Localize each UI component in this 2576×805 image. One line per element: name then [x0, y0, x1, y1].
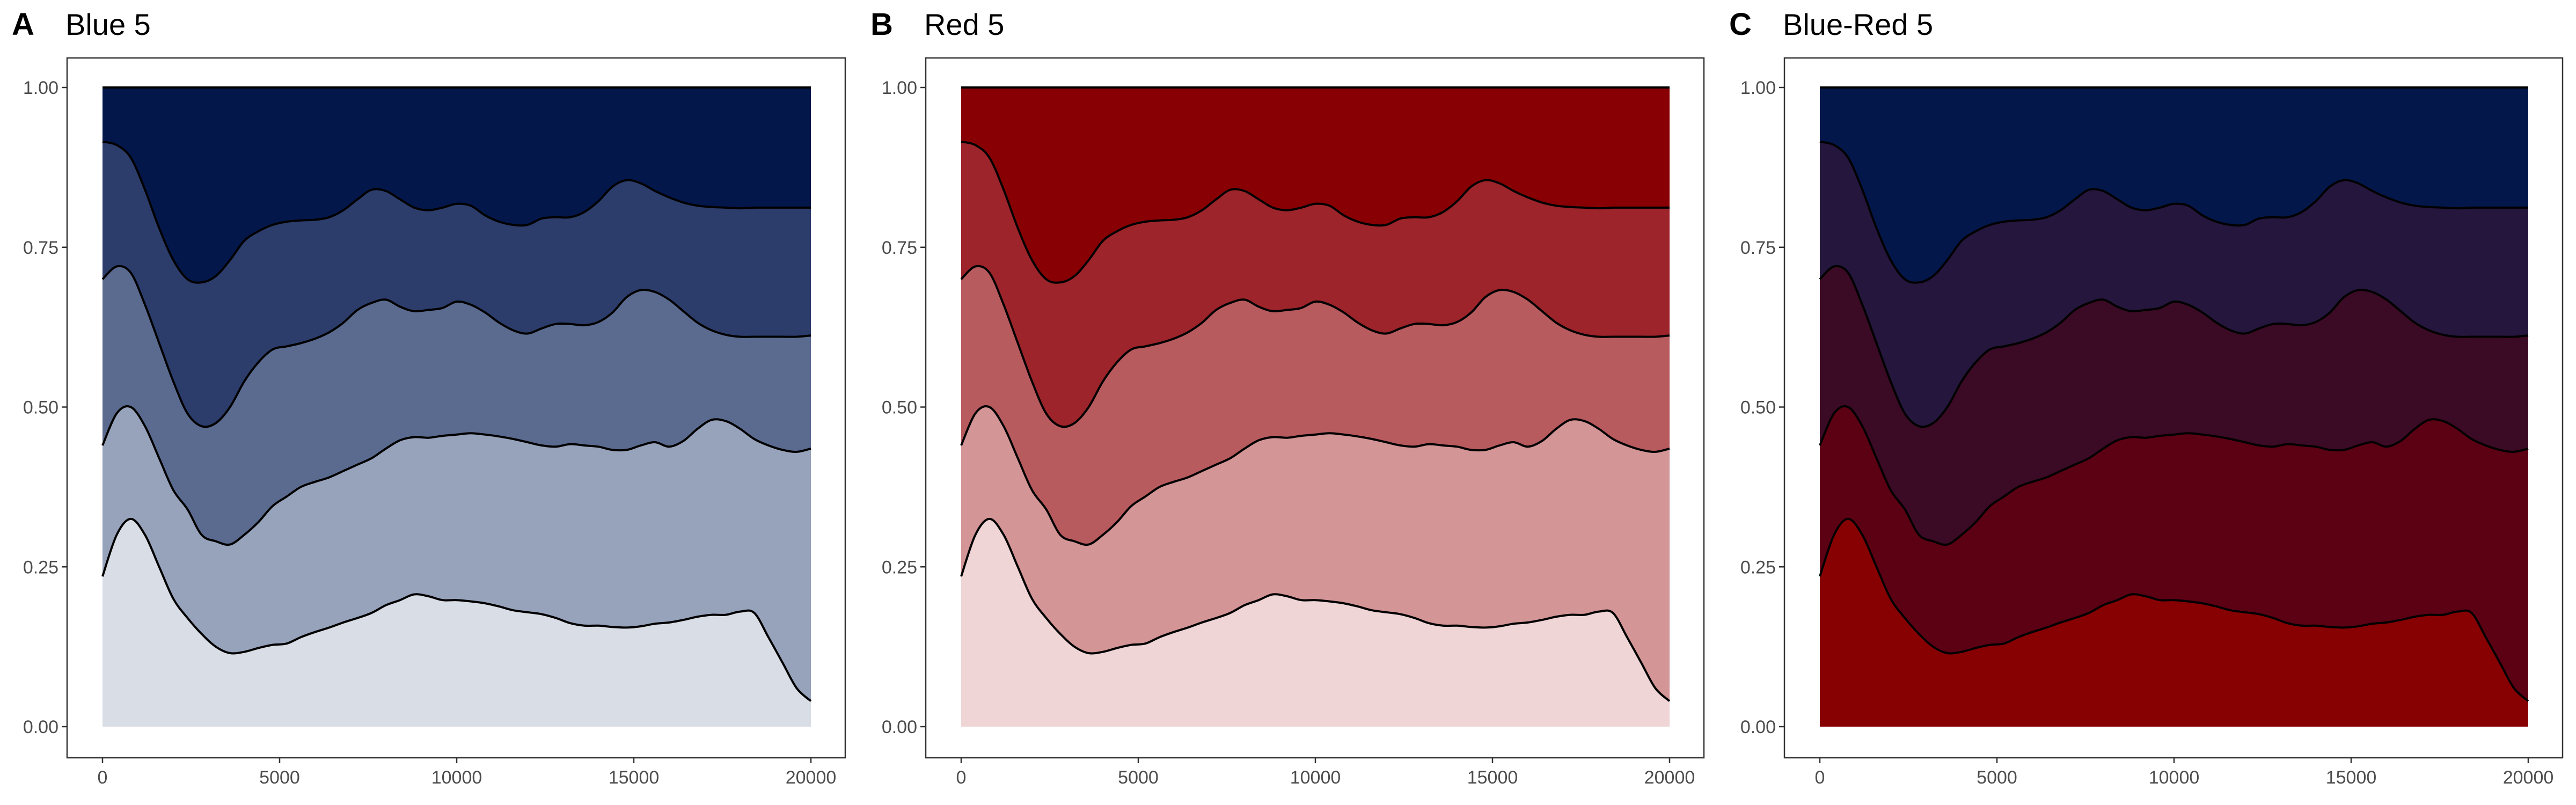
area-band-4 — [103, 142, 811, 427]
y-tick-label: 0.00 — [1740, 717, 1776, 737]
boundary-line-3 — [960, 265, 1670, 428]
boundary-line-4 — [961, 141, 1670, 284]
panel-a-letter: A — [12, 7, 34, 42]
x-tick-label: 15000 — [1467, 767, 1518, 788]
area-band-4 — [961, 142, 1670, 427]
x-tick-label: 5000 — [1977, 767, 2017, 788]
panel-c: C Blue-Red 5 0.00 0.25 0.50 0.75 1.00 0 5000 10… — [1729, 7, 2564, 788]
area-band-2 — [961, 406, 1670, 701]
panel-a-plot: 0.00 0.25 0.50 0.75 1.00 0 5000 10000 15000 20000 — [23, 57, 846, 788]
x-tick-label: 20000 — [1644, 767, 1695, 788]
x-tick-label: 0 — [956, 767, 967, 788]
area-band-3 — [103, 266, 811, 545]
area-band-5 — [1820, 87, 2528, 283]
boundary-line-2 — [101, 405, 811, 546]
y-tick-label: 0.75 — [882, 238, 917, 258]
area-band-2 — [1820, 406, 2528, 701]
area-band-1 — [103, 518, 811, 727]
x-tick-label: 5000 — [259, 767, 300, 788]
area-band-1 — [1820, 518, 2528, 727]
panel-c-letter: C — [1729, 7, 1752, 42]
y-tick-label: 0.50 — [1740, 398, 1776, 418]
boundary-line-1 — [101, 517, 812, 702]
boundary-line-1 — [1819, 517, 2529, 702]
area-band-2 — [103, 406, 811, 701]
x-tick-label: 0 — [1815, 767, 1825, 788]
area-band-5 — [103, 87, 811, 283]
panel-b-letter: B — [870, 7, 893, 42]
area-band-5 — [961, 87, 1670, 283]
boundary-line-1 — [960, 517, 1671, 702]
y-tick-label: 1.00 — [882, 78, 917, 98]
area-band-1 — [961, 518, 1670, 727]
boundary-line-4 — [1819, 141, 2528, 284]
y-tick-label: 0.50 — [23, 398, 58, 418]
panel-b-title: Red 5 — [924, 8, 1004, 41]
boundary-line-4 — [102, 141, 811, 284]
y-tick-label: 0.75 — [1740, 238, 1776, 258]
area-band-3 — [1820, 266, 2528, 545]
boundary-line-2 — [1819, 405, 2529, 546]
x-tick-label: 10000 — [431, 767, 482, 788]
x-tick-label: 15000 — [609, 767, 660, 788]
y-tick-label: 1.00 — [23, 78, 58, 98]
panel-a-title: Blue 5 — [65, 8, 151, 41]
panel-c-plot: 0.00 0.25 0.50 0.75 1.00 0 5000 10000 15000 20000 — [1740, 57, 2564, 788]
area-band-3 — [961, 266, 1670, 545]
x-tick-label: 10000 — [2149, 767, 2200, 788]
x-tick-label: 20000 — [786, 767, 837, 788]
panel-b-plot: 0.00 0.25 0.50 0.75 1.00 0 5000 10000 15000 20000 — [882, 57, 1705, 788]
x-tick-label: 0 — [98, 767, 108, 788]
y-tick-label: 0.25 — [1740, 557, 1776, 577]
x-tick-label: 10000 — [1290, 767, 1341, 788]
x-tick-label: 5000 — [1118, 767, 1159, 788]
y-tick-label: 0.50 — [882, 398, 917, 418]
boundary-line-3 — [1819, 265, 2529, 428]
y-tick-label: 0.75 — [23, 238, 58, 258]
panel-c-title: Blue-Red 5 — [1783, 8, 1933, 41]
x-tick-label: 15000 — [2326, 767, 2377, 788]
y-tick-label: 1.00 — [1740, 78, 1776, 98]
boundary-line-3 — [101, 265, 811, 428]
y-tick-label: 0.00 — [23, 717, 58, 737]
panel-b: B Red 5 0.00 0.25 0.50 0.75 1.00 0 5000 10000 15… — [870, 7, 1705, 788]
panel-a: A Blue 5 0.00 0.25 0.50 0.75 1.00 0 5000 10000 1… — [12, 7, 846, 788]
x-tick-label: 20000 — [2503, 767, 2554, 788]
boundary-line-2 — [960, 405, 1670, 546]
y-tick-label: 0.00 — [882, 717, 917, 737]
y-tick-label: 0.25 — [23, 557, 58, 577]
y-tick-label: 0.25 — [882, 557, 917, 577]
area-band-4 — [1820, 142, 2528, 427]
